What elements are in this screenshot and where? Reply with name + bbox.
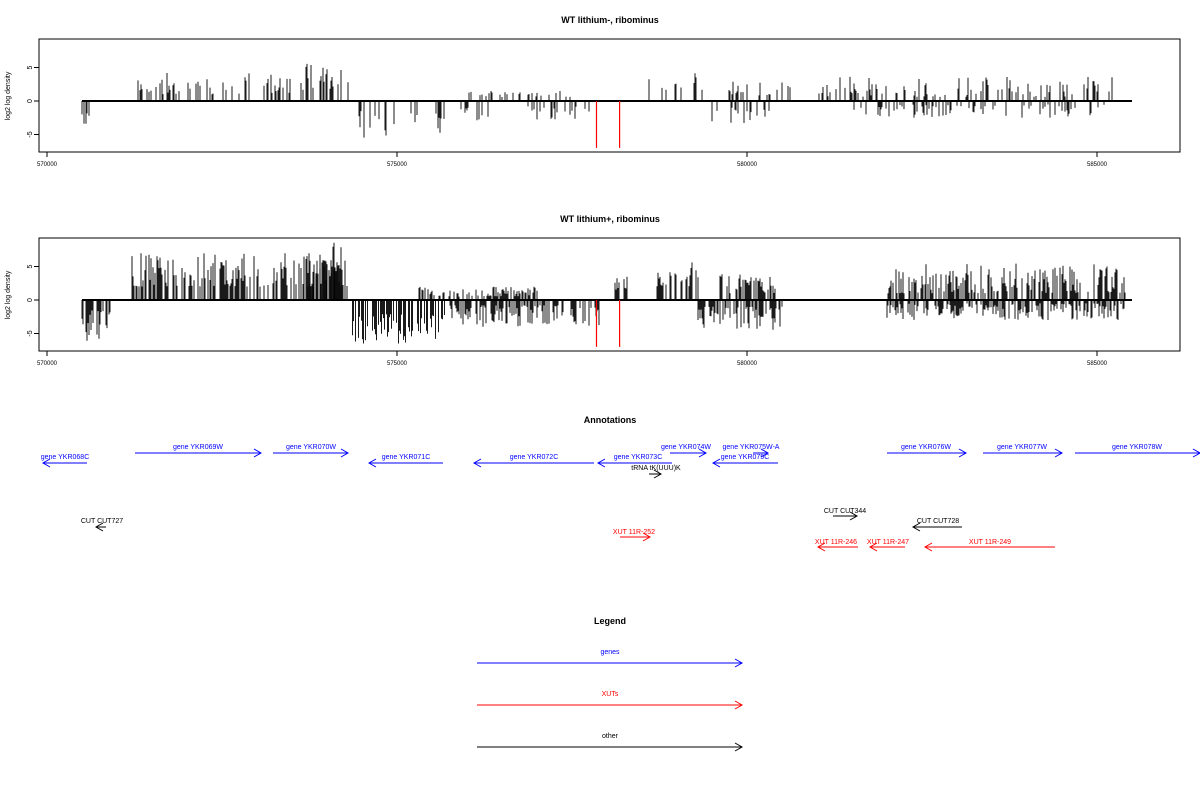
y-tick-label: 5 [27,65,34,69]
plot-frame [38,38,1181,153]
annotation-label: tRNA tK(UUU)K [631,465,681,472]
x-tick-label: 585000 [1087,162,1108,168]
legend-label: XUTs [602,691,619,698]
annotation-arrow [816,542,858,552]
annotation-label: gene YKR073C [614,454,663,461]
annotation-arrow [596,458,672,468]
x-tick-label: 570000 [37,361,58,367]
annotation-label: XUT 11R-246 [815,539,857,546]
annotation-arrow [94,522,106,532]
annotation-label: CUT CUT727 [81,518,123,525]
annotation-arrow [472,458,594,468]
annotation-arrow [711,458,778,468]
legend-arrow [477,700,744,710]
annotation-label: CUT CUT728 [917,518,959,525]
legend: Legend genes XUTs other [477,616,744,752]
annotation-label: gene YKR068C [41,454,90,461]
annotation-arrow [620,532,652,542]
legend-arrow [477,742,744,752]
signal-bars [81,242,1132,347]
annotation-arrow [367,458,443,468]
legend-label: other [602,733,619,740]
legend-label: genes [600,649,620,656]
annotation-label: CUT CUT344 [824,508,866,515]
annotations-title: Annotations [584,415,637,425]
annotation-arrow [670,448,708,458]
annotation-label: gene YKR074W [661,444,711,451]
panel-title: WT lithium+, ribominus [560,214,660,224]
annotation-label: gene YKR070W [286,444,336,451]
annotation-arrow [868,542,905,552]
y-tick-label: -5 [27,330,34,336]
panel-title: WT lithium-, ribominus [561,15,659,25]
annotation-label: gene YKR077W [997,444,1047,451]
annotation-label: gene YKR075W-A [723,444,780,451]
annotation-arrow [41,458,87,468]
y-tick-label: 0 [27,99,34,103]
axis-ticks: 570000 575000 580000 585000 -5 0 5 [27,65,1108,168]
annotation-arrow [273,448,350,458]
y-axis-label: log2 log density [5,270,12,319]
annotations-track: Annotations gene YKR068C gene YKR069W gene… [41,415,1200,552]
annotation-label: XUT 11R-247 [867,539,909,546]
annotation-arrow [983,448,1064,458]
x-tick-label: 575000 [387,361,408,367]
x-tick-label: 580000 [737,361,758,367]
annotation-arrow [1075,448,1200,458]
annotation-arrow [753,448,770,458]
y-axis-label: log2 log density [5,71,12,120]
y-tick-label: 0 [27,298,34,302]
y-tick-label: 5 [27,264,34,268]
annotation-arrow [887,448,968,458]
legend-title: Legend [594,616,626,626]
signal-bars [81,63,1132,148]
x-tick-label: 570000 [37,162,58,168]
axis-ticks: 570000 575000 580000 585000 -5 0 5 [27,264,1108,367]
track-panel-lithium-minus: WT lithium-, ribominus log2 log density … [5,15,1181,168]
annotation-label: XUT 11R-252 [613,529,655,536]
plot-frame [38,237,1181,352]
annotation-label: gene YKR075C [721,454,770,461]
annotation-label: gene YKR069W [173,444,223,451]
annotation-arrow [649,469,663,479]
annotation-label: gene YKR076W [901,444,951,451]
annotation-label: gene YKR071C [382,454,431,461]
legend-arrow [477,658,744,668]
annotation-label: gene YKR078W [1112,444,1162,451]
x-tick-label: 580000 [737,162,758,168]
track-panel-lithium-plus: WT lithium+, ribominus log2 log density … [5,214,1181,367]
annotation-arrow [135,448,263,458]
annotation-label: XUT 11R-249 [969,539,1011,546]
x-tick-label: 585000 [1087,361,1108,367]
annotation-arrow [923,542,1055,552]
annotation-arrow [833,511,859,521]
annotation-label: gene YKR072C [510,454,559,461]
annotation-arrow [911,522,962,532]
y-tick-label: -5 [27,131,34,137]
x-tick-label: 575000 [387,162,408,168]
